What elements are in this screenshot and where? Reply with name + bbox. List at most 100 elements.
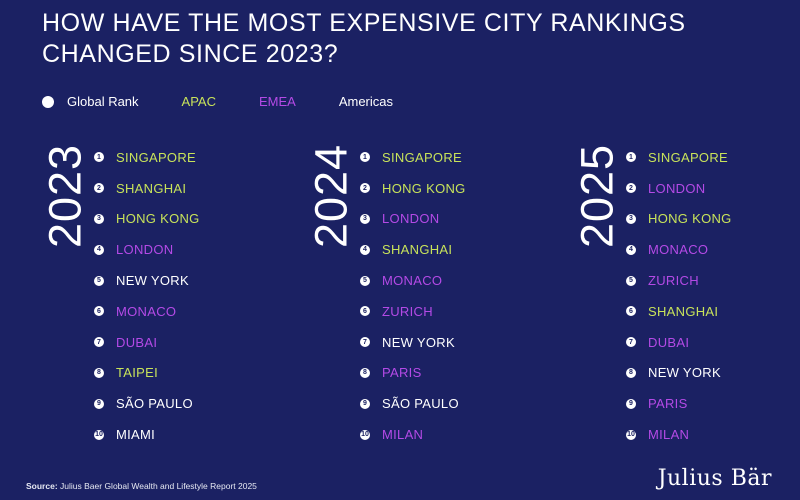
- legend: Global Rank APAC EMEA Americas: [42, 94, 436, 109]
- legend-americas: Americas: [338, 94, 394, 109]
- city-name: SÃO PAULO: [382, 396, 459, 412]
- list-item: 8 PARIS: [360, 358, 466, 389]
- list-item: 7 DUBAI: [626, 327, 732, 358]
- list-item: 8 TAIPEI: [94, 358, 200, 389]
- list-item: 7 NEW YORK: [360, 327, 466, 358]
- rank-badge: 9: [360, 398, 370, 409]
- city-name: NEW YORK: [382, 334, 455, 350]
- city-name: HONG KONG: [648, 211, 732, 227]
- city-name: SINGAPORE: [116, 149, 196, 165]
- list-item: 4 SHANGHAI: [360, 234, 466, 265]
- rank-badge: 5: [626, 275, 636, 286]
- year-label: 2025: [571, 143, 623, 249]
- city-name: DUBAI: [648, 334, 690, 350]
- city-name: DUBAI: [116, 334, 158, 350]
- year-label: 2024: [305, 143, 357, 249]
- city-name: MILAN: [382, 427, 424, 443]
- legend-apac: APAC: [181, 94, 216, 109]
- list-item: 1 SINGAPORE: [626, 142, 732, 173]
- list-item: 4 LONDON: [94, 234, 200, 265]
- city-name: SHANGHAI: [382, 242, 453, 258]
- city-list: 1 SINGAPORE 2 LONDON 3 HONG KONG 4 MONACO 5 ZURIC…: [626, 142, 732, 450]
- city-name: SÃO PAULO: [116, 396, 193, 412]
- list-item: 1 SINGAPORE: [94, 142, 200, 173]
- rank-badge: 6: [94, 306, 104, 317]
- city-name: MILAN: [648, 427, 690, 443]
- list-item: 2 LONDON: [626, 173, 732, 204]
- city-name: LONDON: [116, 242, 174, 258]
- list-item: 10 MILAN: [626, 419, 732, 450]
- rank-badge: 1: [360, 152, 370, 163]
- city-name: NEW YORK: [648, 365, 721, 381]
- city-name: SINGAPORE: [382, 149, 462, 165]
- list-item: 9 SÃO PAULO: [94, 388, 200, 419]
- year-label: 2023: [39, 143, 91, 249]
- list-item: 10 MILAN: [360, 419, 466, 450]
- list-item: 3 LONDON: [360, 204, 466, 235]
- list-item: 1 SINGAPORE: [360, 142, 466, 173]
- rank-badge: 2: [626, 183, 636, 194]
- legend-emea: EMEA: [258, 94, 296, 109]
- city-name: PARIS: [648, 396, 688, 412]
- rank-badge: 7: [626, 337, 636, 348]
- global-rank-dot-icon: [42, 95, 54, 108]
- city-name: SHANGHAI: [116, 180, 187, 196]
- rank-badge: 2: [360, 183, 370, 194]
- title-line-2: CHANGED SINCE 2023?: [42, 40, 339, 68]
- list-item: 9 PARIS: [626, 388, 732, 419]
- ranking-column-2024: 2024 1 SINGAPORE 2 HONG KONG 3 LONDON 4 SHANGHA…: [305, 142, 548, 442]
- rank-badge: 8: [94, 367, 104, 378]
- rank-badge: 10: [360, 429, 370, 440]
- rank-badge: 8: [360, 367, 370, 378]
- city-name: SINGAPORE: [648, 149, 728, 165]
- list-item: 8 NEW YORK: [626, 358, 732, 389]
- city-name: ZURICH: [382, 303, 433, 319]
- list-item: 5 NEW YORK: [94, 265, 200, 296]
- page-title: HOW HAVE THE MOST EXPENSIVE CITY RANKING…: [42, 8, 686, 70]
- rank-badge: 7: [360, 337, 370, 348]
- city-name: MONACO: [648, 242, 709, 258]
- list-item: 5 ZURICH: [626, 265, 732, 296]
- rank-badge: 5: [94, 275, 104, 286]
- list-item: 9 SÃO PAULO: [360, 388, 466, 419]
- rank-badge: 2: [94, 183, 104, 194]
- source-note: Source: Julius Baer Global Wealth and Li…: [26, 481, 257, 491]
- list-item: 2 HONG KONG: [360, 173, 466, 204]
- rank-badge: 1: [626, 152, 636, 163]
- rank-badge: 5: [360, 275, 370, 286]
- rank-badge: 9: [94, 398, 104, 409]
- city-name: MONACO: [382, 273, 443, 289]
- ranking-column-2025: 2025 1 SINGAPORE 2 LONDON 3 HONG KONG 4 MONACO 5…: [571, 142, 800, 442]
- rank-badge: 10: [94, 429, 104, 440]
- list-item: 6 SHANGHAI: [626, 296, 732, 327]
- rank-badge: 3: [94, 213, 104, 224]
- rank-badge: 8: [626, 367, 636, 378]
- city-name: MONACO: [116, 303, 177, 319]
- city-name: HONG KONG: [116, 211, 200, 227]
- source-label: Source:: [26, 481, 58, 491]
- city-name: LONDON: [648, 180, 706, 196]
- rank-badge: 4: [360, 244, 370, 255]
- ranking-column-2023: 2023 1 SINGAPORE 2 SHANGHAI 3 HONG KONG 4 LONDO…: [39, 142, 282, 442]
- rank-badge: 1: [94, 152, 104, 163]
- source-text: Julius Baer Global Wealth and Lifestyle …: [60, 481, 257, 491]
- rank-badge: 3: [360, 213, 370, 224]
- rank-badge: 10: [626, 429, 636, 440]
- city-name: ZURICH: [648, 273, 699, 289]
- list-item: 10 MIAMI: [94, 419, 200, 450]
- list-item: 2 SHANGHAI: [94, 173, 200, 204]
- rank-badge: 9: [626, 398, 636, 409]
- city-name: HONG KONG: [382, 180, 466, 196]
- city-name: LONDON: [382, 211, 440, 227]
- city-name: SHANGHAI: [648, 303, 719, 319]
- legend-global-rank: Global Rank: [67, 94, 139, 109]
- rank-badge: 7: [94, 337, 104, 348]
- list-item: 7 DUBAI: [94, 327, 200, 358]
- city-name: TAIPEI: [116, 365, 159, 381]
- city-name: PARIS: [382, 365, 422, 381]
- city-list: 1 SINGAPORE 2 HONG KONG 3 LONDON 4 SHANGHAI 5 MON…: [360, 142, 466, 450]
- julius-baer-logo: Julius Bär: [657, 466, 772, 491]
- rank-badge: 6: [360, 306, 370, 317]
- list-item: 6 MONACO: [94, 296, 200, 327]
- list-item: 5 MONACO: [360, 265, 466, 296]
